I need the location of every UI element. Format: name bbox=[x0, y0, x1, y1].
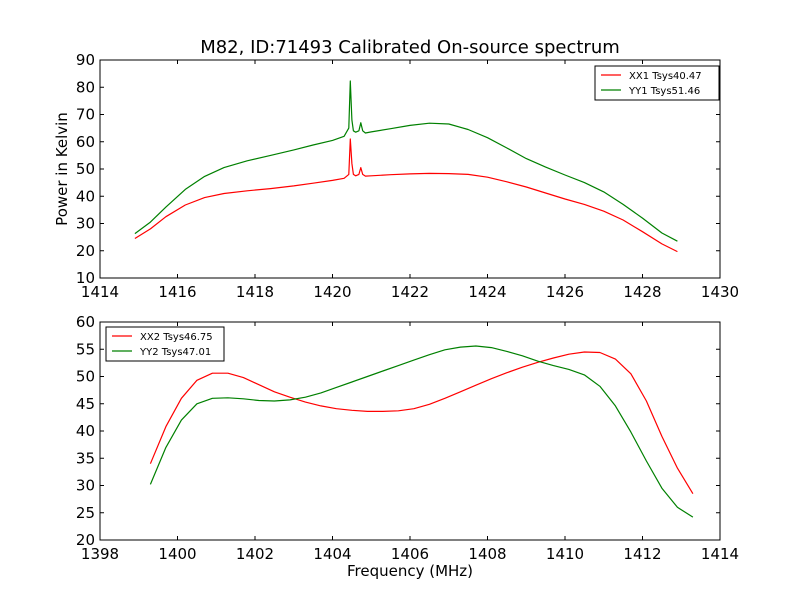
y-tick-label: 50 bbox=[76, 368, 95, 386]
legend-box bbox=[594, 65, 720, 101]
series-line-2 bbox=[149, 345, 694, 518]
legend-box bbox=[105, 326, 225, 362]
x-tick-label: 1414 bbox=[81, 283, 119, 301]
x-axis-label: Frequency (MHz) bbox=[347, 562, 473, 580]
y-tick-label: 25 bbox=[76, 504, 95, 522]
x-tick-label: 1414 bbox=[701, 545, 739, 563]
y-tick-label: 30 bbox=[76, 215, 95, 233]
series-line-1 bbox=[149, 351, 694, 495]
x-tick-label: 1422 bbox=[391, 283, 429, 301]
x-tick-label: 1406 bbox=[391, 545, 429, 563]
legend-label-1: XX2 Tsys46.75 bbox=[140, 332, 213, 343]
y-tick-label: 50 bbox=[76, 160, 95, 178]
x-tick-label: 1430 bbox=[701, 283, 739, 301]
x-tick-label: 1426 bbox=[546, 283, 584, 301]
y-tick-label: 70 bbox=[76, 106, 95, 124]
series-line-1 bbox=[134, 138, 678, 253]
x-tick-label: 1428 bbox=[623, 283, 661, 301]
series-line-2 bbox=[134, 80, 678, 242]
legend-label-2: YY2 Tsys47.01 bbox=[139, 347, 211, 358]
y-tick-label: 10 bbox=[76, 269, 95, 287]
x-tick-label: 1424 bbox=[468, 283, 506, 301]
y-tick-label: 55 bbox=[76, 340, 95, 358]
y-tick-label: 80 bbox=[76, 78, 95, 96]
y-tick-label: 60 bbox=[76, 133, 95, 151]
bottom-spectrum-plot: 1398 1400 1402 1404 1406 1408 1410 1412 1414 20 25… bbox=[76, 313, 739, 580]
x-tick-label: 1404 bbox=[313, 545, 351, 563]
x-tick-label: 1408 bbox=[468, 545, 506, 563]
x-tick-label: 1410 bbox=[546, 545, 584, 563]
top-spectrum-plot: 1414 1416 1418 1420 1422 1424 1426 1428 1430 10 20… bbox=[53, 51, 739, 301]
x-tick-label: 1412 bbox=[623, 545, 661, 563]
legend-label-2: YY1 Tsys51.46 bbox=[628, 86, 700, 97]
x-tick-label: 1416 bbox=[158, 283, 196, 301]
y-tick-label: 90 bbox=[76, 51, 95, 69]
y-tick-label: 30 bbox=[76, 477, 95, 495]
y-tick-label: 60 bbox=[76, 313, 95, 331]
y-tick-label: 40 bbox=[76, 422, 95, 440]
y-tick-label: 35 bbox=[76, 449, 95, 467]
y-tick-label: 20 bbox=[76, 242, 95, 260]
x-tick-label: 1420 bbox=[313, 283, 351, 301]
y-tick-label: 20 bbox=[76, 531, 95, 549]
x-tick-label: 1398 bbox=[81, 545, 119, 563]
figure-title: M82, ID:71493 Calibrated On-source spect… bbox=[200, 37, 620, 58]
x-tick-label: 1400 bbox=[158, 545, 196, 563]
legend-label-1: XX1 Tsys40.47 bbox=[629, 71, 702, 82]
y-tick-label: 40 bbox=[76, 187, 95, 205]
x-tick-label: 1418 bbox=[236, 283, 274, 301]
x-tick-label: 1402 bbox=[236, 545, 274, 563]
y-tick-label: 45 bbox=[76, 395, 95, 413]
y-axis-label: Power in Kelvin bbox=[53, 112, 71, 226]
